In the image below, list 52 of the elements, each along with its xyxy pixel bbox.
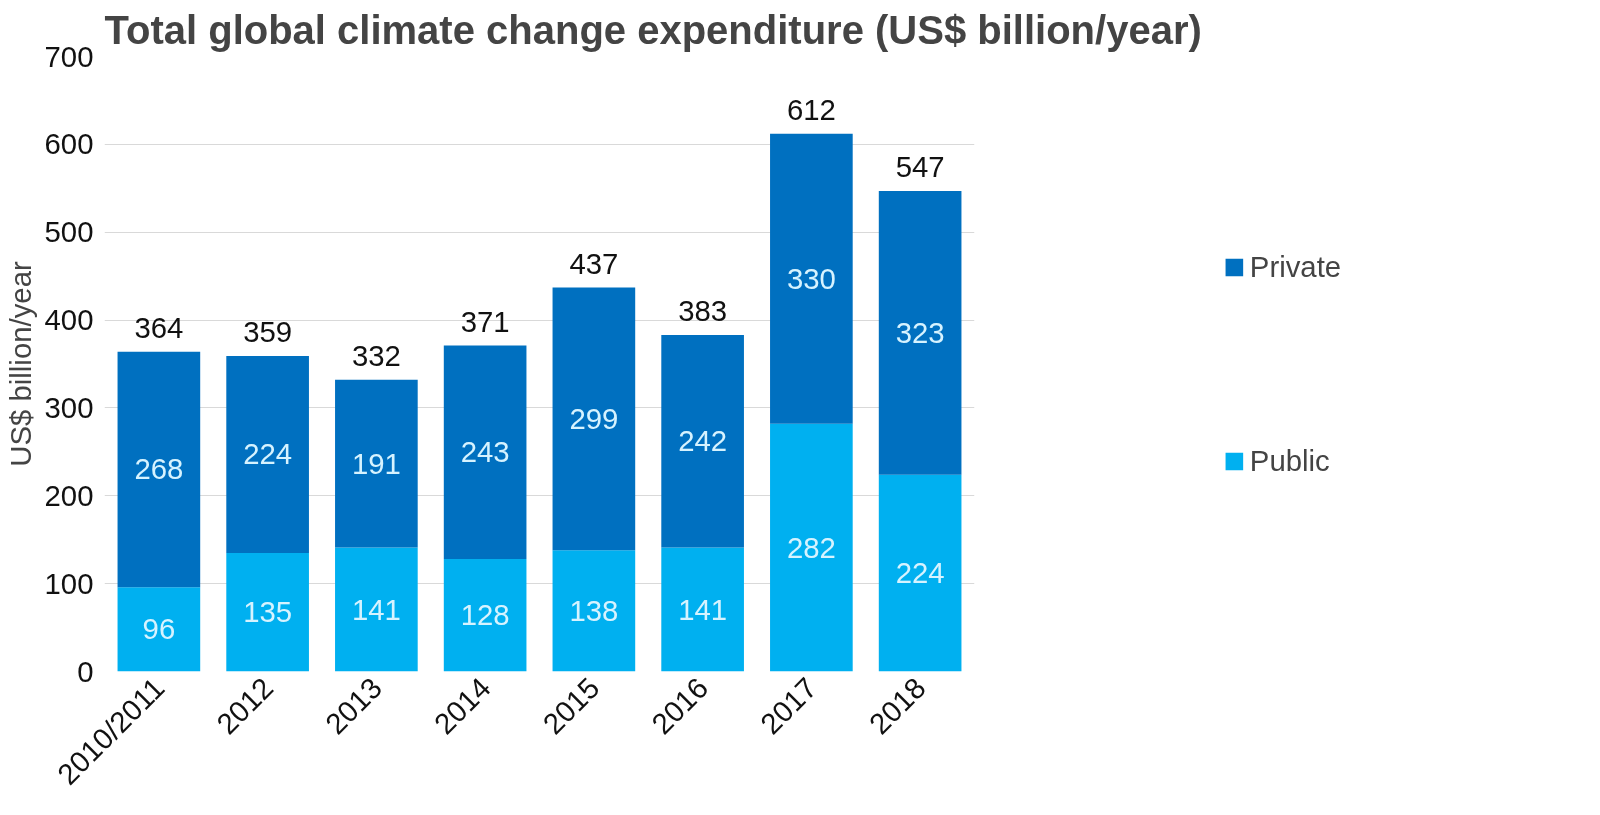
data-label: 299 [569,401,619,435]
bar [552,287,636,551]
total-label: 332 [351,338,401,372]
bar [770,133,853,424]
bar [770,423,853,672]
data-label: 330 [786,261,836,295]
y-tick-label: 600 [44,127,94,161]
data-label: 242 [678,424,728,458]
y-tick-label: 500 [44,215,94,249]
bar [443,345,527,560]
bar [117,351,201,588]
data-label: 323 [895,315,945,349]
bar [661,547,744,672]
total-label: 364 [134,310,184,344]
data-label: 141 [351,592,401,626]
bar [335,379,418,548]
total-label: 437 [569,246,619,280]
legend-label: Public [1249,443,1330,478]
bar [117,587,201,672]
data-label: 135 [243,595,293,629]
total-label: 612 [786,92,836,126]
y-tick-label: 0 [77,654,94,688]
data-label: 243 [460,435,510,469]
data-label: 282 [786,530,836,564]
y-tick-label: 100 [44,566,94,600]
data-label: 138 [569,593,619,627]
legend-label: Private [1249,249,1342,284]
bar [878,474,962,672]
data-label: 224 [895,556,945,590]
y-axis-title: US$ billion/year [3,261,37,467]
y-tick-label: 700 [44,39,94,73]
data-label: 96 [142,612,176,646]
data-label: 128 [460,598,510,632]
bar [878,190,962,475]
bar [226,552,309,672]
data-label: 141 [678,592,728,626]
bar [552,550,636,672]
bar [335,547,418,672]
data-label: 224 [243,437,293,471]
total-label: 359 [243,315,293,349]
bar [226,356,309,553]
data-label: 268 [134,452,184,486]
bar [661,335,744,548]
chart-title: Total global climate change expenditure (US$ billion/year) [104,7,1202,52]
total-label: 547 [895,149,945,183]
total-label: 383 [678,294,728,328]
y-tick-label: 200 [44,478,94,512]
y-tick-label: 400 [44,303,94,337]
bar [443,559,527,672]
total-label: 371 [460,304,510,338]
y-tick-label: 300 [44,390,94,424]
data-label: 191 [351,446,401,480]
